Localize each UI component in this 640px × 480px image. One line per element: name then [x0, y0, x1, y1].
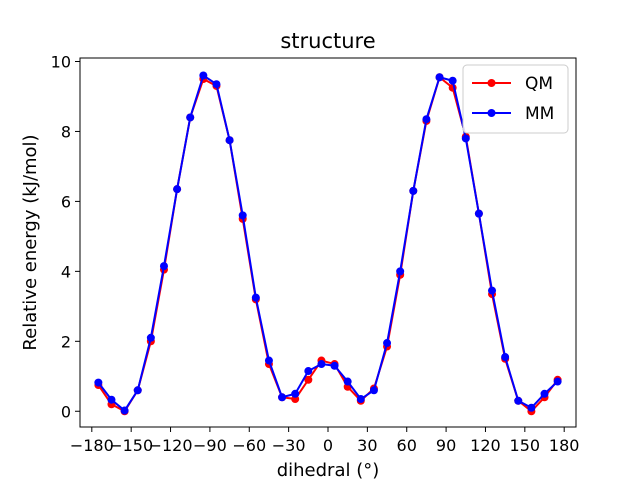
data-point-mm — [369, 386, 378, 395]
data-point-mm — [396, 267, 405, 276]
x-tick-label: −60 — [232, 436, 266, 455]
x-tick-label: 0 — [323, 436, 333, 455]
legend-marker-qm — [487, 79, 496, 87]
data-point-mm — [514, 396, 523, 405]
data-point-mm — [330, 361, 339, 370]
data-point-mm — [278, 393, 287, 402]
data-point-mm — [186, 113, 195, 122]
data-point-mm — [173, 185, 182, 194]
data-point-mm — [264, 356, 273, 365]
data-point-mm — [553, 377, 562, 386]
data-point-mm — [448, 76, 457, 85]
legend: QM MM — [462, 64, 569, 134]
data-point-mm — [225, 136, 234, 145]
data-point-mm — [94, 378, 103, 387]
data-point-mm — [120, 406, 129, 415]
legend-label-qm: QM — [525, 74, 553, 94]
y-tick-label: 6 — [61, 192, 71, 211]
data-point-mm — [133, 386, 142, 395]
y-axis-label: Relative energy (kJ/mol) — [20, 134, 41, 350]
y-tick-label: 4 — [61, 262, 71, 281]
y-tick-label: 10 — [51, 52, 71, 71]
x-tick-label: 90 — [436, 436, 456, 455]
x-tick-label: −120 — [149, 436, 193, 455]
chart-title: structure — [280, 29, 375, 53]
data-point-mm — [238, 211, 247, 220]
data-point-mm — [540, 389, 549, 398]
axis-ticks: −180−150−120 −90 −60 −30 0 30 60 90 120 150 180 0 2 4… — [51, 52, 580, 455]
y-tick-label: 2 — [61, 332, 71, 351]
data-point-mm — [317, 360, 326, 369]
x-tick-label: 120 — [470, 436, 501, 455]
data-point-mm — [409, 186, 418, 195]
x-tick-label: 180 — [549, 436, 580, 455]
x-axis-label: dihedral (°) — [277, 460, 380, 480]
x-tick-label: −90 — [193, 436, 227, 455]
data-point-mm — [422, 115, 431, 124]
plot-area — [94, 71, 562, 416]
y-tick-label: 0 — [61, 402, 71, 421]
x-tick-label: 150 — [510, 436, 541, 455]
data-point-mm — [199, 71, 208, 80]
data-point-qm — [304, 375, 313, 384]
x-tick-label: −150 — [109, 436, 153, 455]
x-tick-label: 30 — [357, 436, 377, 455]
data-point-mm — [435, 73, 444, 82]
legend-label-mm: MM — [525, 104, 554, 124]
y-tick-label: 8 — [61, 122, 71, 141]
data-point-mm — [107, 395, 116, 404]
data-point-mm — [383, 339, 392, 348]
data-point-mm — [212, 80, 221, 89]
x-tick-label: −180 — [70, 436, 114, 455]
data-point-mm — [501, 353, 510, 362]
data-point-mm — [291, 389, 300, 398]
data-point-mm — [304, 367, 313, 376]
data-point-mm — [146, 333, 155, 342]
data-point-mm — [474, 209, 483, 218]
data-point-mm — [159, 262, 168, 271]
data-point-mm — [343, 377, 352, 386]
data-point-mm — [251, 293, 260, 302]
data-point-mm — [461, 134, 470, 143]
data-point-mm — [527, 403, 536, 412]
x-tick-label: 60 — [397, 436, 417, 455]
legend-marker-mm — [487, 109, 496, 117]
x-tick-label: −30 — [272, 436, 306, 455]
data-point-mm — [488, 286, 497, 295]
data-point-mm — [356, 395, 365, 404]
series-line-mm — [97, 74, 559, 412]
